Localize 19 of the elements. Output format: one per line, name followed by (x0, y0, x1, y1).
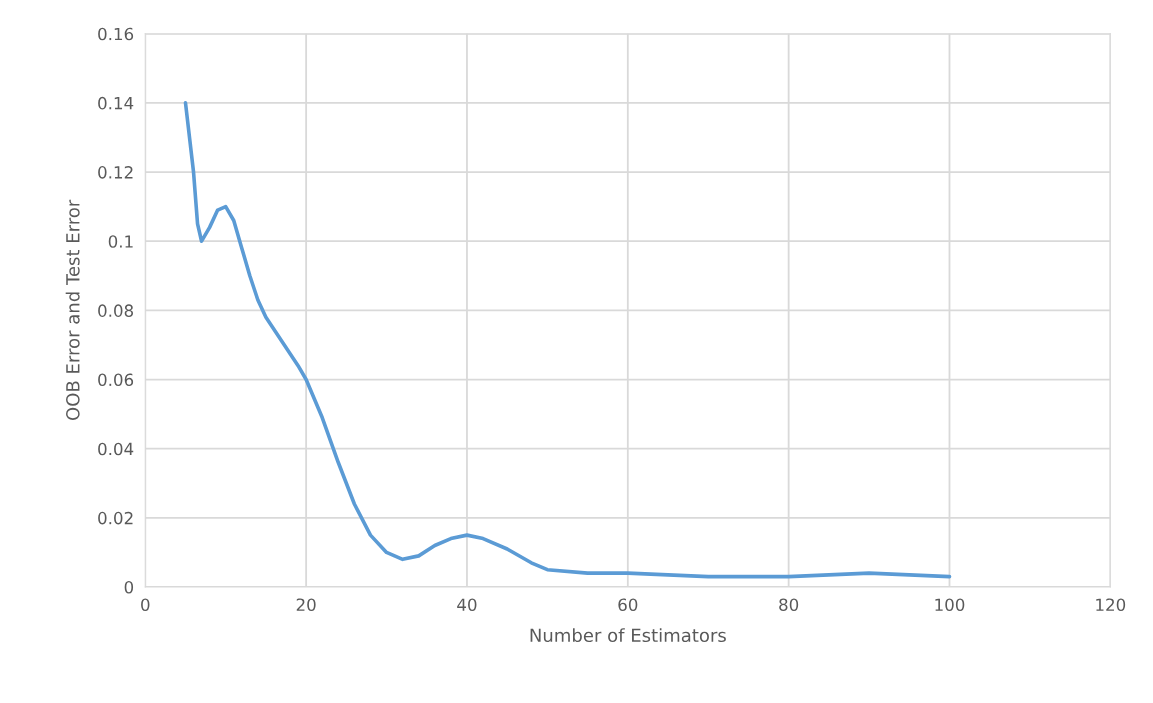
y-tick-label: 0.14 (98, 96, 134, 110)
x-tick-label: 60 (618, 598, 638, 612)
y-tick-label: 0.06 (98, 373, 134, 387)
y-tick-label: 0.16 (98, 27, 134, 41)
y-tick-label: 0.04 (98, 442, 134, 456)
y-tick-label: 0.12 (98, 166, 133, 179)
x-tick-label: 120 (1096, 598, 1126, 612)
line-series (183, 101, 952, 579)
y-tick-label: 0.02 (98, 511, 133, 525)
x-tick-label: 80 (779, 598, 799, 612)
x-tick-label: 100 (935, 598, 965, 612)
y-axis-title: OOB Error and Test Error (65, 199, 80, 421)
x-tick-label: 0 (141, 598, 150, 612)
x-tick-label: 40 (457, 598, 477, 612)
y-tick-label: 0.1 (108, 235, 133, 248)
x-tick-label: 20 (296, 598, 316, 612)
y-tick-label: 0.08 (98, 304, 134, 317)
x-axis-title: Number of Estimators (530, 628, 726, 643)
y-tick-label: 0 (124, 580, 134, 594)
